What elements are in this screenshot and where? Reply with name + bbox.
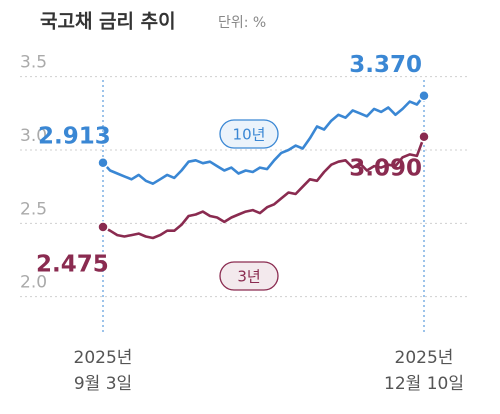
chart-title: 국고채 금리 추이 [40,11,176,33]
data-label: 2.475 [36,252,109,278]
end-point [97,157,109,169]
legend-label: 3년 [237,268,260,286]
x-tick-label: 2025년 12월 10일 [384,348,464,394]
series-line [102,94,426,185]
legend-label: 10년 [233,126,266,144]
unit-label: 단위: % [218,15,266,31]
data-label: 2.913 [38,123,111,149]
y-tick-label: 3.0 [20,126,47,146]
data-label: 3.090 [349,155,422,181]
series-pill [219,119,279,149]
y-tick-label: 3.5 [20,53,47,73]
end-point [418,131,430,143]
series-pill [219,261,279,291]
x-tick-label: 2025년 9월 3일 [73,348,133,394]
y-tick-label: 2.5 [20,199,47,219]
end-point [418,89,430,102]
y-tick-label: 2.0 [20,273,47,293]
data-label: 3.370 [349,52,422,78]
end-point [97,221,109,233]
series-line [102,136,426,240]
